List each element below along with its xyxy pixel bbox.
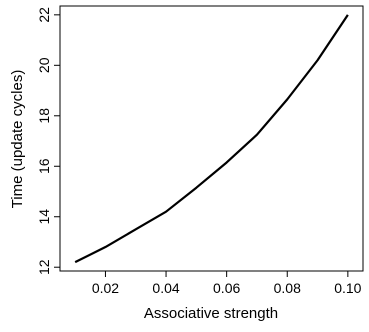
x-tick-label: 0.04	[152, 280, 179, 296]
y-tick-label: 16	[36, 158, 52, 174]
series-line	[74, 14, 349, 264]
y-tick-label: 18	[36, 108, 52, 124]
x-tick-label: 0.08	[274, 280, 301, 296]
y-tick-label: 12	[36, 259, 52, 275]
y-tick-label: 20	[36, 57, 52, 73]
y-tick-label: 22	[36, 7, 52, 23]
x-axis-ticks: 0.02 0.04 0.06 0.08 0.10	[92, 271, 362, 296]
x-tick-label: 0.10	[334, 280, 361, 296]
y-tick-label: 14	[36, 209, 52, 225]
x-tick-label: 0.02	[92, 280, 119, 296]
y-axis-ticks: 12 14 16 18 20 22	[36, 7, 60, 275]
x-axis-label: Associative strength	[144, 305, 278, 322]
y-axis-label: Time (update cycles)	[9, 70, 26, 209]
plot-frame	[59, 5, 364, 272]
x-tick-label: 0.06	[213, 280, 240, 296]
